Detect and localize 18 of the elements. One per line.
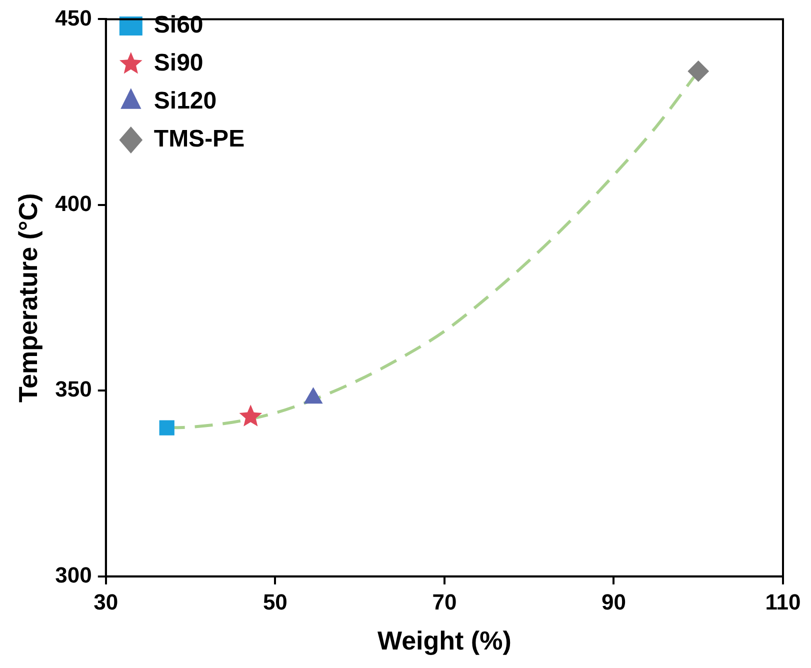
legend-label: Si120: [154, 88, 217, 115]
x-tick-label: 110: [765, 590, 801, 615]
legend-label: Si90: [154, 50, 204, 77]
y-tick-label: 300: [55, 562, 92, 588]
x-tick-label: 70: [432, 590, 457, 615]
point: [304, 388, 322, 404]
y-tick-label: 350: [55, 376, 92, 402]
legend-label: TMS-PE: [154, 126, 245, 153]
point: [159, 420, 174, 436]
y-axis-title: Temperature (°C): [12, 193, 43, 402]
x-tick-label: 30: [94, 590, 118, 615]
point: [239, 404, 262, 426]
x-tick-label: 50: [262, 590, 288, 615]
x-tick-label: 90: [601, 590, 626, 615]
x-axis-title: Weight (%): [378, 626, 512, 656]
point: [688, 60, 709, 82]
y-tick-label: 400: [55, 190, 92, 216]
y-tick-label: 450: [55, 5, 92, 30]
